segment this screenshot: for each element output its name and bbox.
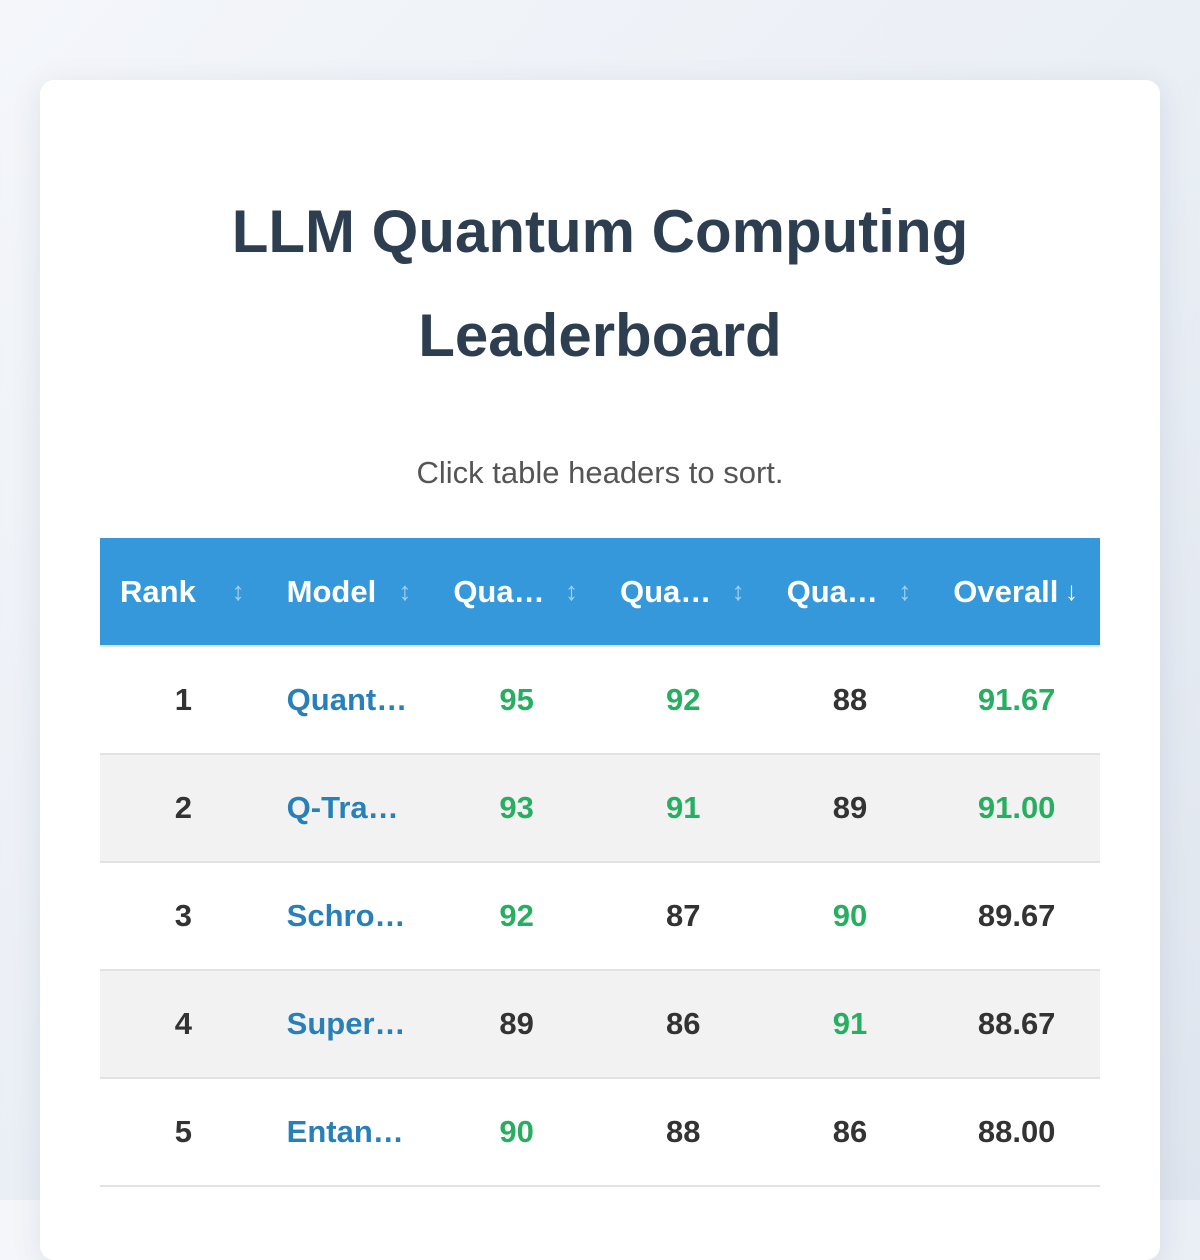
page-title: LLM Quantum Computing Leaderboard [0,180,1200,388]
column-header-quantum-score-3[interactable]: Quant… ↕ [766,538,934,647]
rank-cell: 5 [100,1078,267,1187]
title-line-2: Leaderboard [418,302,782,369]
score-cell: 90 [766,862,934,971]
model-name-link[interactable]: Schrod… [266,862,434,971]
header-row: Rank ↕ Model ↕ Quant… ↕ Quant… ↕ Quant… ↕ Overall ↓ [100,538,1100,647]
table-header: Rank ↕ Model ↕ Quant… ↕ Quant… ↕ Quant… ↕ Overall ↓ [100,538,1100,647]
rank-cell: 3 [100,862,267,971]
rank-cell: 4 [100,970,267,1079]
table-row[interactable]: 4 Superp… 89 86 91 88.67 [100,970,1100,1079]
column-header-overall[interactable]: Overall ↓ [933,538,1100,647]
score-cell: 92 [599,646,767,755]
column-header-quantum-score-2[interactable]: Quant… ↕ [599,538,767,647]
score-cell: 92 [433,862,600,971]
table-row[interactable]: 3 Schrod… 92 87 90 89.67 [100,862,1100,971]
sort-descending-icon: ↓ [1065,575,1078,606]
model-name-link[interactable]: Quant… [266,646,434,755]
model-name-link[interactable]: Superp… [266,970,434,1079]
model-name-link[interactable]: Q-Tran… [266,754,434,863]
score-cell: 90 [433,1078,600,1187]
score-cell: 86 [599,970,767,1079]
title-line-1: LLM Quantum Computing [231,198,969,265]
column-header-label: Model [286,573,377,609]
score-cell: 91 [599,754,767,863]
leaderboard-table: Rank ↕ Model ↕ Quant… ↕ Quant… ↕ Quant… ↕ Overall ↓… [100,538,1100,1187]
column-header-rank[interactable]: Rank ↕ [100,538,267,647]
table-row[interactable]: 5 Entang… 90 88 86 88.00 [100,1078,1100,1187]
score-cell: 88 [766,646,934,755]
score-cell: 91 [766,970,934,1079]
sort-hint: Click table headers to sort. [416,455,784,490]
sort-icon: ↕ [898,575,912,606]
score-cell: 95 [433,646,600,755]
column-header-label: Rank [120,573,196,609]
overall-score-cell: 88.00 [933,1078,1100,1187]
score-cell: 88 [599,1078,767,1187]
overall-score-cell: 91.67 [933,646,1100,755]
rank-cell: 2 [100,754,267,863]
score-cell: 89 [766,754,934,863]
column-header-label: Overall [953,573,1059,609]
score-cell: 86 [766,1078,934,1187]
sort-icon: ↕ [731,575,745,606]
table-body: 1 Quant… 95 92 88 91.67 2 Q-Tran… 93 91 89 91.00 3 Sc… [100,646,1100,1187]
table-row[interactable]: 2 Q-Tran… 93 91 89 91.00 [100,754,1100,863]
score-cell: 93 [433,754,600,863]
model-name-link[interactable]: Entang… [266,1078,434,1187]
overall-score-cell: 89.67 [933,862,1100,971]
score-cell: 87 [599,862,767,971]
column-header-label: Quant… [786,573,908,609]
overall-score-cell: 88.67 [933,970,1100,1079]
sort-icon: ↕ [398,575,412,606]
sort-icon: ↕ [231,575,245,606]
score-cell: 89 [433,970,600,1079]
column-header-label: Quant… [453,573,574,609]
column-header-label: Quant… [619,573,741,609]
table-row[interactable]: 1 Quant… 95 92 88 91.67 [100,646,1100,755]
rank-cell: 1 [100,646,267,755]
overall-score-cell: 91.00 [933,754,1100,863]
column-header-model[interactable]: Model ↕ [266,538,434,647]
column-header-quantum-score-1[interactable]: Quant… ↕ [433,538,600,647]
sort-icon: ↕ [564,575,578,606]
